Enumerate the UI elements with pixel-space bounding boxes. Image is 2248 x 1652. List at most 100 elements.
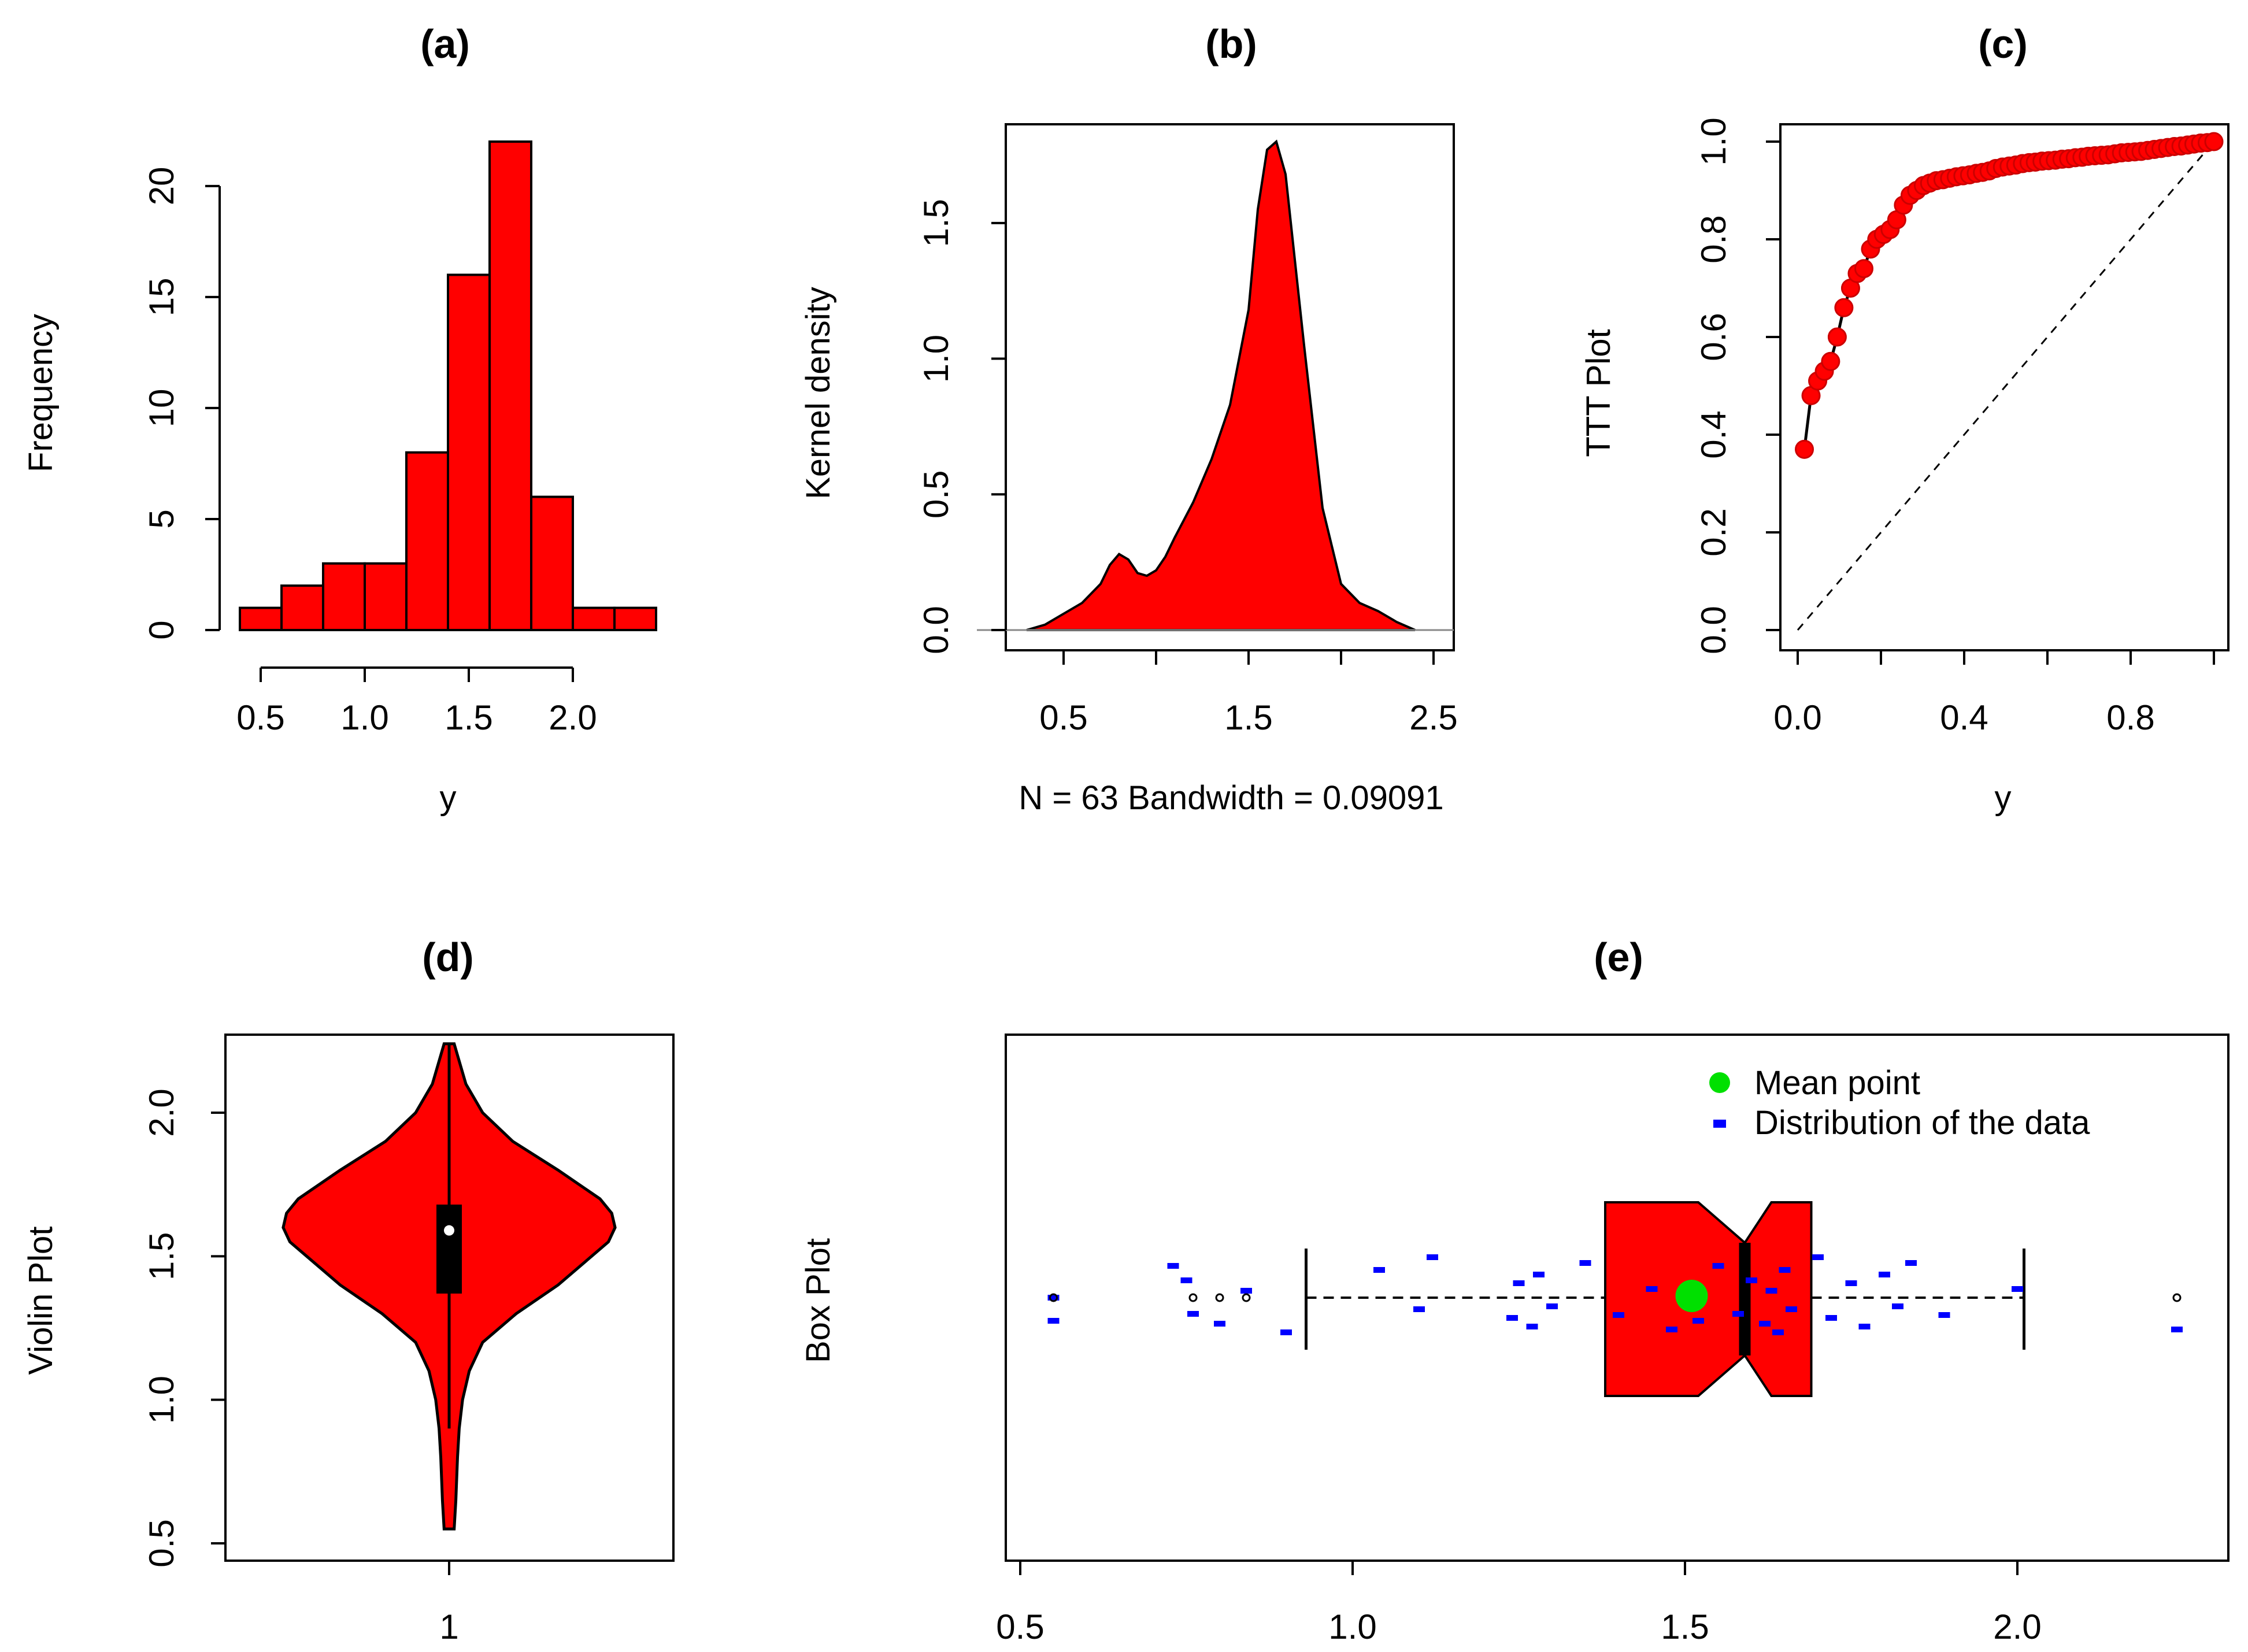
y-tick-label: 0.0 [917, 606, 956, 654]
outlier-point [2172, 1293, 2182, 1302]
y-tick-label: 1.5 [142, 1232, 181, 1280]
ttt-point [1795, 439, 1814, 459]
ttt-point [1854, 259, 1873, 279]
panel-d-violin: (d) Violin Plot 1 0.5 1.0 1.5 2.0 [22, 935, 675, 1646]
data-point [1214, 1321, 1225, 1327]
data-point [1373, 1267, 1385, 1273]
data-point [1765, 1288, 1777, 1294]
data-point [1646, 1286, 1658, 1292]
panel-d-title: (d) [422, 935, 473, 980]
x-tick-label: 0.4 [1940, 698, 1988, 737]
outlier-point [1215, 1293, 1224, 1302]
y-tick-label: 2.0 [142, 1088, 181, 1136]
y-tick-label: 20 [142, 166, 181, 205]
data-point [1427, 1254, 1438, 1260]
data-point [1879, 1272, 1890, 1277]
reference-diagonal [1797, 141, 2215, 631]
notched-box [1604, 1201, 1813, 1397]
data-point [1413, 1306, 1425, 1312]
data-point [1858, 1324, 1871, 1329]
histogram-bar [322, 562, 366, 631]
violin-median [444, 1225, 454, 1236]
y-tick-label: 1.0 [917, 335, 956, 383]
panel-e-ylabel: Box Plot [799, 1238, 837, 1363]
panel-b-ylabel: Kernel density [799, 287, 837, 499]
x-tick-label: 0.5 [236, 698, 284, 737]
data-point [1712, 1263, 1724, 1269]
ttt-point [1821, 351, 1840, 371]
data-point [1892, 1303, 1903, 1309]
data-point [1513, 1280, 1525, 1286]
x-tick-label: 1.0 [1328, 1607, 1376, 1646]
panel-c-title: (c) [1978, 21, 2028, 66]
data-point [1772, 1329, 1784, 1335]
data-point [1180, 1277, 1192, 1283]
panel-e-boxplot: (e) Box Plot 0.5 1.0 1.5 2.0 Mean point Dis… [799, 935, 2230, 1646]
histogram-bar [405, 451, 449, 632]
y-tick-label: 0.2 [1694, 508, 1733, 556]
panel-c-ttt: (c) y TTT Plot 0.0 0.4 0.8 0.0 0.2 0.4 0.6 0.8 1… [1580, 21, 2230, 817]
data-point [1533, 1272, 1545, 1277]
legend-points-label: Distribution of the data [1754, 1104, 2090, 1142]
y-tick-label: 0.5 [142, 1519, 181, 1567]
data-point [1812, 1254, 1824, 1260]
data-point [1825, 1315, 1837, 1321]
violin-box [436, 1204, 462, 1294]
outlier-point [1049, 1293, 1058, 1302]
data-point [1845, 1280, 1857, 1286]
panel-c-xlabel: y [1995, 779, 2012, 817]
panel-b-xlabel: N = 63 Bandwidth = 0.09091 [1019, 779, 1443, 817]
x-tick-label: 2.0 [1993, 1607, 2041, 1646]
panel-a-title: (a) [420, 21, 470, 66]
data-point [2171, 1327, 2183, 1332]
data-point [1047, 1318, 1060, 1324]
data-point [1938, 1312, 1950, 1318]
data-point [1786, 1306, 1797, 1312]
histogram-bar [280, 584, 324, 632]
x-tick-label: 0.5 [1039, 698, 1087, 737]
histogram-bar [447, 273, 491, 632]
histogram-bar [530, 495, 574, 632]
ttt-line [1803, 140, 2214, 450]
x-tick-label: 0.0 [1773, 698, 1821, 737]
x-tick-label: 2.0 [549, 698, 597, 737]
data-point [1779, 1267, 1791, 1273]
y-tick-label: 0.6 [1694, 313, 1733, 361]
x-tick-label: 1.5 [1224, 698, 1272, 737]
y-tick-label: 0 [142, 620, 181, 639]
ttt-point [1834, 298, 1854, 317]
y-tick-label: 0.0 [1694, 606, 1733, 654]
x-tick-label: 0.5 [996, 1607, 1044, 1646]
panel-e-legend: Mean point Distribution of the data [1709, 1064, 2090, 1142]
outlier-point [1242, 1293, 1251, 1302]
panel-b-title: (b) [1205, 21, 1257, 66]
panel-e-title: (e) [1594, 935, 1643, 980]
panel-a-ylabel: Frequency [22, 314, 60, 472]
y-tick-label: 0.4 [1694, 410, 1733, 458]
data-point [1759, 1321, 1771, 1327]
x-tick-label: 1.0 [340, 698, 388, 737]
panel-b-density: (b) N = 63 Bandwidth = 0.09091 Kernel de… [799, 21, 1458, 817]
data-point [1240, 1288, 1252, 1294]
data-point [1167, 1263, 1179, 1269]
data-point [1693, 1318, 1704, 1324]
panel-d-ylabel: Violin Plot [22, 1227, 60, 1375]
y-tick-label: 1.5 [917, 199, 956, 247]
x-tick-label: 2.5 [1409, 698, 1457, 737]
data-point [1280, 1329, 1292, 1335]
y-tick-label: 1.0 [1694, 117, 1733, 165]
data-point [1905, 1260, 1917, 1266]
density-area [1026, 139, 1416, 631]
ttt-point [2204, 132, 2224, 151]
legend-mean-label: Mean point [1754, 1064, 1920, 1102]
histogram-bar [613, 606, 657, 632]
x-tick-label: 1.5 [1661, 1607, 1709, 1646]
data-point [1526, 1324, 1538, 1329]
x-tick-label: 1 [439, 1607, 458, 1646]
data-point [1187, 1311, 1199, 1317]
x-tick-label: 0.8 [2106, 698, 2154, 737]
histogram-bar [572, 606, 616, 632]
x-tick-label: 1.5 [445, 698, 492, 737]
data-point [1666, 1327, 1677, 1332]
